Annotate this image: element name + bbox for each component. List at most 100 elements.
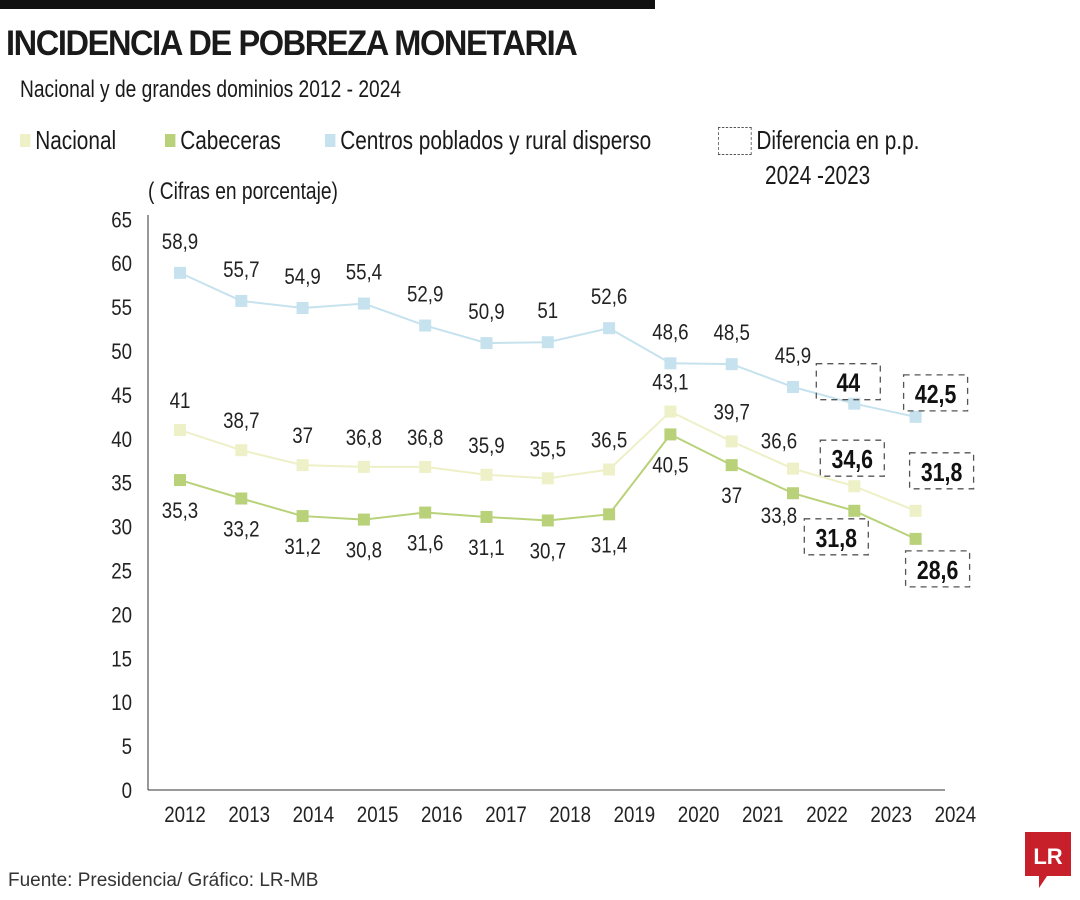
data-label-rural: 52,6 <box>591 286 627 310</box>
data-label-nacional: 36,6 <box>761 430 797 454</box>
data-point-nacional <box>357 460 370 473</box>
data-label-cabeceras: 33,2 <box>223 518 259 542</box>
data-point-rural <box>664 357 677 370</box>
x-tick-label: 2016 <box>421 804 463 828</box>
data-point-rural <box>603 322 616 335</box>
data-label-nacional: 43,1 <box>652 371 688 395</box>
data-label-rural: 48,5 <box>714 322 750 346</box>
data-point-cabeceras <box>357 513 370 526</box>
y-axis-label: ( Cifras en porcentaje) <box>148 178 338 205</box>
data-point-rural <box>480 337 493 350</box>
data-label-rural: 44 <box>836 369 860 399</box>
data-point-nacional <box>296 459 309 472</box>
data-point-cabeceras <box>725 459 738 472</box>
data-label-cabeceras: 37 <box>721 485 742 509</box>
x-tick-label: 2015 <box>357 804 399 828</box>
data-point-rural <box>174 266 186 279</box>
data-label-nacional: 41 <box>170 390 191 414</box>
x-tick-label: 2021 <box>742 804 784 828</box>
difference-box <box>819 439 885 477</box>
legend-label: Diferencia en p.p. <box>756 125 920 155</box>
subtitle: Nacional y de grandes dominios 2012 - 20… <box>20 76 402 103</box>
legend-swatch-nacional <box>20 134 31 147</box>
data-point-nacional <box>664 405 677 418</box>
data-point-nacional <box>419 460 432 473</box>
x-tick-label: 2022 <box>806 804 848 828</box>
data-point-cabeceras <box>419 506 432 519</box>
difference-box <box>815 363 881 401</box>
legend-cabeceras: Cabeceras <box>165 125 281 156</box>
data-point-nacional <box>787 462 799 475</box>
data-label-rural: 55,4 <box>346 261 382 285</box>
y-tick-label: 20 <box>111 604 132 628</box>
data-point-nacional <box>909 504 922 517</box>
legend-swatch-cabeceras <box>165 134 176 147</box>
y-tick-label: 25 <box>111 560 132 584</box>
data-point-rural <box>848 397 861 410</box>
data-point-cabeceras <box>787 487 799 500</box>
data-label-nacional: 38,7 <box>223 410 259 434</box>
y-tick-label: 40 <box>111 428 132 452</box>
difference-box <box>803 518 869 556</box>
data-label-nacional: 34,6 <box>832 445 873 475</box>
data-point-rural <box>235 294 248 307</box>
y-tick-label: 35 <box>111 472 132 496</box>
y-tick-label: 50 <box>111 341 132 365</box>
x-tick-label: 2013 <box>228 804 270 828</box>
data-label-rural: 48,6 <box>652 321 688 345</box>
x-tick-label: 2014 <box>293 804 335 828</box>
x-tick-label: 2012 <box>164 804 206 828</box>
data-label-nacional: 36,8 <box>346 427 382 451</box>
data-label-cabeceras: 28,6 <box>917 556 958 586</box>
data-point-nacional <box>603 463 616 476</box>
y-tick-label: 65 <box>111 209 132 233</box>
x-tick-label: 2023 <box>870 804 912 828</box>
y-tick-label: 55 <box>111 297 132 321</box>
y-tick-label: 0 <box>122 780 132 804</box>
page-title: INCIDENCIA DE POBREZA MONETARIA <box>6 24 578 63</box>
data-label-rural: 58,9 <box>162 231 198 255</box>
legend-label: Nacional <box>35 125 117 155</box>
data-point-rural <box>541 336 554 349</box>
top-bar <box>0 0 655 9</box>
data-label-rural: 52,9 <box>407 283 443 307</box>
x-tick-label: 2018 <box>549 804 591 828</box>
legend-label: Cabeceras <box>180 125 281 155</box>
y-tick-label: 45 <box>111 385 132 409</box>
svg-text:LR: LR <box>1033 844 1062 869</box>
legend-label: Centros poblados y rural disperso <box>340 125 652 155</box>
data-point-rural <box>787 380 799 393</box>
data-label-rural: 54,9 <box>284 266 320 290</box>
source-note: Fuente: Presidencia/ Gráfico: LR-MB <box>8 870 319 891</box>
data-point-rural <box>725 358 738 371</box>
data-point-rural <box>419 319 432 332</box>
data-point-nacional <box>541 472 554 485</box>
legend-nacional: Nacional <box>20 125 116 156</box>
data-label-cabeceras: 31,6 <box>407 532 443 556</box>
lr-logo: LR <box>1025 832 1071 888</box>
x-tick-label: 2017 <box>485 804 527 828</box>
data-point-cabeceras <box>848 504 861 517</box>
x-tick-label: 2019 <box>614 804 656 828</box>
data-label-rural: 42,5 <box>915 380 956 410</box>
legend-dashed-box <box>718 126 752 155</box>
data-label-nacional: 39,7 <box>714 401 750 425</box>
difference-box <box>908 452 975 490</box>
data-point-cabeceras <box>480 510 493 523</box>
legend-difference-years: 2024 -2023 <box>765 160 871 190</box>
difference-box <box>902 374 969 412</box>
data-point-cabeceras <box>296 510 309 523</box>
y-tick-label: 60 <box>111 253 132 277</box>
data-label-nacional: 36,8 <box>407 427 443 451</box>
data-label-cabeceras: 40,5 <box>652 454 688 478</box>
data-point-nacional <box>235 444 248 457</box>
data-label-cabeceras: 33,8 <box>761 505 797 529</box>
data-point-nacional <box>725 435 738 448</box>
data-label-nacional: 35,5 <box>530 438 566 462</box>
data-label-rural: 45,9 <box>775 345 811 369</box>
data-label-cabeceras: 30,8 <box>346 539 382 563</box>
x-tick-label: 2024 <box>935 804 977 828</box>
data-label-nacional: 37 <box>292 425 313 449</box>
y-tick-label: 10 <box>111 692 132 716</box>
